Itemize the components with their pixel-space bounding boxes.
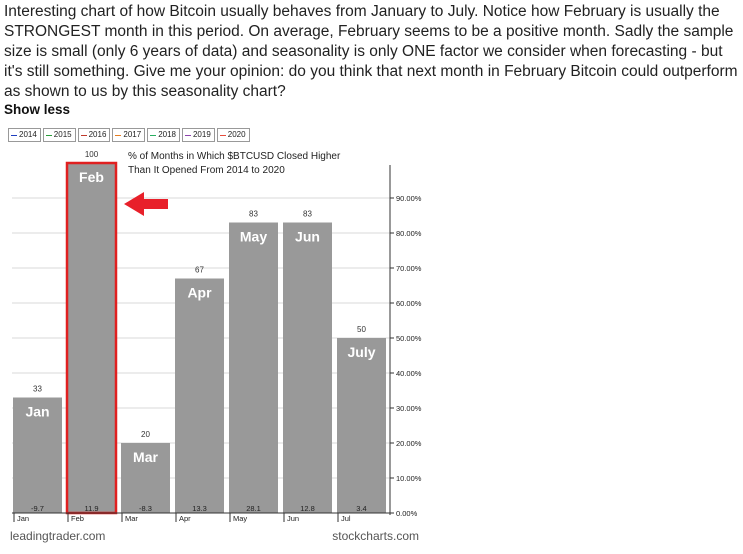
footer-source-left: leadingtrader.com — [10, 529, 106, 543]
legend-item-2020: 2020 — [216, 128, 250, 142]
bar-month-label: Feb — [79, 169, 104, 185]
legend-swatch — [115, 134, 122, 136]
y-tick-label: 20.00% — [396, 439, 422, 448]
chart-image: 2014 2015 2016 2017 2018 2019 2020 0.00%… — [4, 125, 425, 546]
bar-value-label: 33 — [33, 385, 42, 394]
bar-month-label: Mar — [133, 449, 158, 465]
y-tick-label: 50.00% — [396, 334, 422, 343]
bar-feb — [67, 163, 116, 513]
legend-swatch — [45, 134, 52, 136]
avg-change-label: 11.9 — [84, 504, 98, 513]
legend-swatch — [11, 134, 17, 136]
x-tick-label: Jul — [341, 514, 351, 523]
avg-change-label: 28.1 — [246, 504, 261, 513]
post-text: Interesting chart of how Bitcoin usually… — [4, 3, 738, 100]
bar-apr — [175, 278, 224, 513]
avg-change-label: 3.4 — [356, 504, 366, 513]
show-less-link[interactable]: Show less — [4, 102, 71, 117]
x-tick-label: Jan — [17, 514, 29, 523]
x-tick-label: May — [233, 514, 247, 523]
bar-month-label: May — [240, 229, 267, 245]
x-tick-label: Mar — [125, 514, 138, 523]
legend-swatch — [184, 134, 191, 136]
avg-change-label: -9.7 — [31, 504, 44, 513]
chart-legend: 2014 2015 2016 2017 2018 2019 2020 — [8, 128, 250, 142]
y-tick-label: 10.00% — [396, 474, 422, 483]
legend-item-2014: 2014 — [8, 128, 41, 142]
chart-title-line: Than It Opened From 2014 to 2020 — [128, 165, 285, 176]
y-tick-label: 70.00% — [396, 264, 422, 273]
chart-frame: 0.00% 10.00% 20.00% 30.00% 40.00% 50.00% 60.00… — [8, 145, 425, 545]
bar-value-label: 83 — [249, 210, 258, 219]
y-tick-label: 90.00% — [396, 194, 422, 203]
y-tick-label: 60.00% — [396, 299, 422, 308]
legend-item-2017: 2017 — [112, 128, 146, 142]
bar-value-label: 67 — [195, 266, 204, 275]
bar-month-label: Apr — [187, 285, 212, 301]
bar-month-label: Jun — [295, 229, 320, 245]
x-tick-label: Feb — [71, 514, 84, 523]
chart-title: % of Months in Which $BTCUSD Closed High… — [128, 151, 341, 176]
avg-change-label: 12.8 — [300, 504, 315, 513]
bar-value-label: 83 — [303, 210, 312, 219]
bar-value-label: 100 — [85, 150, 99, 159]
x-tick-label: Jun — [287, 514, 299, 523]
y-tick-label: 80.00% — [396, 229, 422, 238]
bar-month-label: July — [347, 344, 375, 360]
chart-title-line: % of Months in Which $BTCUSD Closed High… — [128, 151, 341, 162]
legend-swatch — [80, 134, 87, 136]
legend-swatch — [150, 134, 157, 136]
legend-item-2018: 2018 — [147, 128, 180, 142]
legend-item-2016: 2016 — [77, 128, 111, 142]
bar-mar — [121, 443, 170, 513]
bar-jul — [337, 338, 386, 513]
bar-month-label: Jan — [25, 404, 49, 420]
red-arrow-pointer — [124, 192, 168, 216]
y-tick-label: 0.00% — [396, 509, 418, 518]
bar-value-label: 20 — [141, 430, 150, 439]
y-tick-label: 40.00% — [396, 369, 422, 378]
bar-jan — [13, 397, 62, 513]
y-tick-label: 30.00% — [396, 404, 422, 413]
bar-value-label: 50 — [357, 325, 366, 334]
avg-change-label: 13.3 — [192, 504, 207, 513]
bar-jun — [283, 222, 332, 513]
legend-item-2015: 2015 — [42, 128, 76, 142]
seasonality-bar-chart: 0.00% 10.00% 20.00% 30.00% 40.00% 50.00% 60.00… — [12, 150, 422, 523]
x-tick-label: Apr — [179, 514, 191, 523]
legend-swatch — [219, 134, 226, 136]
legend-item-2019: 2019 — [181, 128, 215, 142]
bar-may — [229, 222, 278, 513]
footer-source-right: stockcharts.com — [332, 529, 419, 543]
avg-change-label: -8.3 — [139, 504, 152, 513]
